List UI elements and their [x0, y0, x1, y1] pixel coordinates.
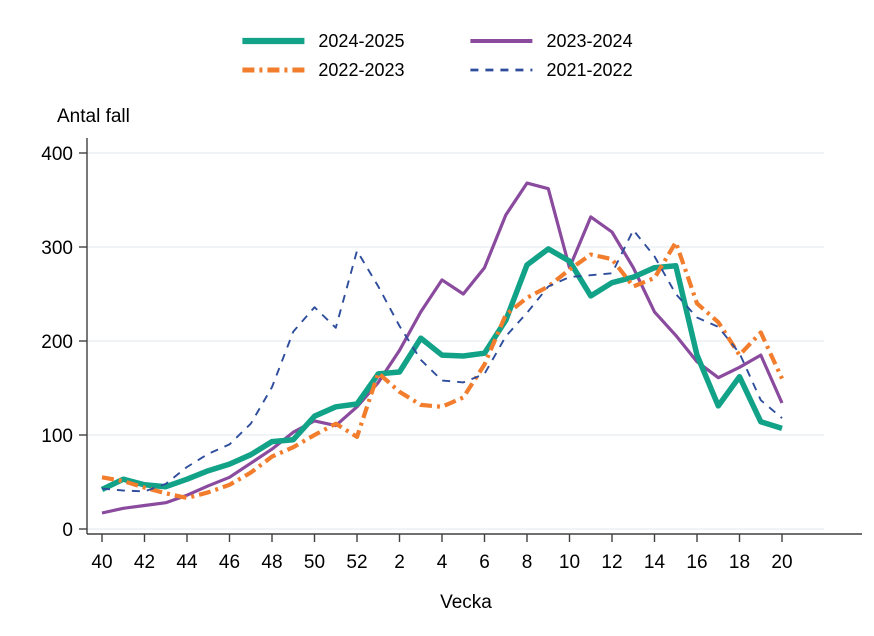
gridlines [87, 152, 824, 530]
legend-label-2022-2023: 2022-2023 [318, 60, 405, 80]
x-axis-title: Vecka [440, 592, 492, 613]
x-tick-label-48: 48 [261, 552, 282, 573]
chart-legend: 2024-2025 2023-2024 2022-2023 2021-2022 [241, 31, 633, 80]
x-tick-label-20: 20 [771, 552, 792, 573]
x-tick-label-14: 14 [644, 552, 666, 573]
legend-item-2023-2024: 2023-2024 [470, 31, 633, 51]
legend-label-2024-2025: 2024-2025 [318, 31, 405, 51]
legend-swatch-2021-2022-icon [470, 68, 533, 72]
legend-swatch-2023-2024-icon [470, 39, 533, 43]
legend-item-2024-2025: 2024-2025 [241, 31, 405, 51]
series-line-2021-2022 [101, 229, 783, 493]
legend-item-2021-2022: 2021-2022 [470, 60, 633, 80]
series-line-2024-2025 [100, 246, 783, 492]
legend-label-2021-2022: 2021-2022 [546, 60, 633, 80]
legend-item-2022-2023: 2022-2023 [241, 60, 405, 80]
x-tick-label-8: 8 [522, 552, 533, 573]
axes [79, 138, 862, 542]
y-axis-title: Antal fall [57, 106, 130, 127]
legend-swatch-2024-2025-icon [242, 37, 305, 45]
legend-swatch-2022-2023-icon [242, 67, 305, 73]
x-tick-label-52: 52 [346, 552, 367, 573]
series-line-2022-2023 [101, 240, 784, 501]
y-tick-label-100: 100 [41, 426, 73, 447]
series-lines [100, 181, 784, 515]
x-tick-label-12: 12 [601, 552, 622, 573]
series-line-2023-2024 [101, 181, 784, 515]
y-tick-label-200: 200 [41, 332, 73, 353]
y-tick-label-0: 0 [62, 520, 73, 541]
y-tick-label-300: 300 [41, 238, 73, 259]
y-tick-label-400: 400 [41, 144, 73, 165]
x-tick-label-10: 10 [559, 552, 580, 573]
x-tick-label-6: 6 [479, 552, 490, 573]
x-tick-label-18: 18 [729, 552, 750, 573]
x-tick-label-42: 42 [134, 552, 155, 573]
x-tick-label-2: 2 [394, 552, 405, 573]
x-tick-label-40: 40 [91, 552, 112, 573]
x-tick-label-46: 46 [219, 552, 240, 573]
x-tick-label-44: 44 [176, 552, 198, 573]
x-tick-label-50: 50 [304, 552, 325, 573]
x-tick-label-4: 4 [437, 552, 448, 573]
x-tick-label-16: 16 [686, 552, 707, 573]
legend-label-2023-2024: 2023-2024 [546, 31, 633, 51]
